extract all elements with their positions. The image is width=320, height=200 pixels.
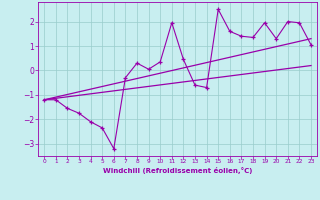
- X-axis label: Windchill (Refroidissement éolien,°C): Windchill (Refroidissement éolien,°C): [103, 167, 252, 174]
